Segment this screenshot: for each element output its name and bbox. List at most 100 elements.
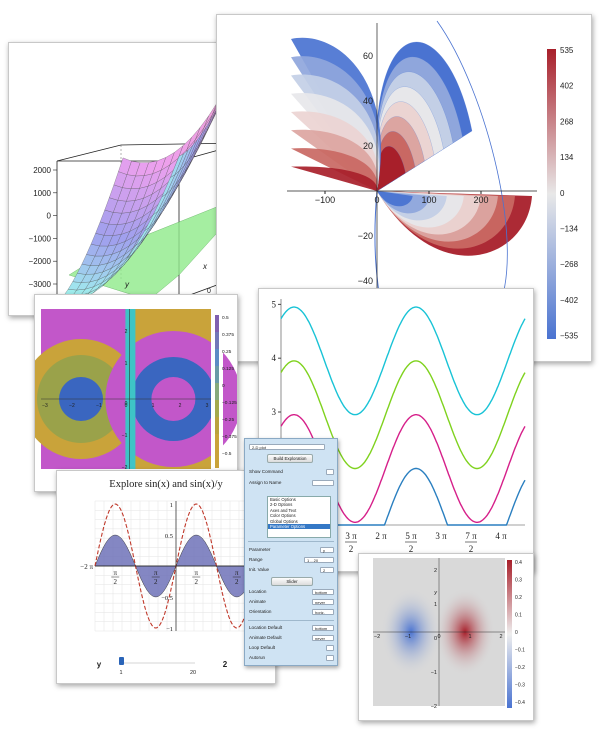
colorbar-label: −0.1 (515, 648, 525, 654)
orientation-select[interactable]: horiz. (312, 609, 334, 615)
x-tick-label: 7 π (465, 531, 477, 541)
y-tick-label: 1 (434, 602, 437, 608)
sine-series-line (280, 306, 526, 416)
location-select[interactable]: bottom (312, 589, 334, 595)
animate-default-select[interactable]: never (312, 635, 334, 641)
x-tick-label: 2 (409, 544, 414, 554)
x-tick-label: −3 (42, 403, 48, 409)
init-value-label: Init. Value (249, 567, 270, 572)
colorbar-label: 0 (515, 630, 518, 636)
colorbar-label: 0.125 (222, 366, 234, 372)
show-command-checkbox[interactable] (326, 469, 334, 475)
colorbar-label: −0.3 (515, 683, 525, 689)
x-tick-label: 100 (421, 195, 436, 205)
colorbar-label: 268 (560, 117, 574, 126)
y-tick-label: 5 (272, 299, 277, 309)
colorbar-cell (215, 417, 219, 434)
slider-button[interactable]: Slider (271, 577, 313, 586)
x-tick-label: π (235, 569, 239, 577)
sine-series-line (280, 360, 526, 470)
option-item[interactable]: Color Options (270, 513, 296, 519)
colorbar-label: −0.4 (515, 700, 525, 706)
divider (248, 541, 334, 542)
y-tick-label: −2 (122, 465, 128, 471)
y-tick-label: 2 (434, 568, 437, 574)
disc-contour-plot[interactable]: −3 −2 −1 0 1 2 3210−1−20.50.3750.250.1250−0.12… (35, 295, 237, 491)
option-item[interactable]: Global Options (270, 518, 298, 524)
z-tick-label: −3000 (29, 280, 52, 289)
exploration-panel: 2-D plot Build Exploration Show Command … (244, 438, 338, 666)
animate-default-label: Animate Default (249, 635, 282, 640)
option-item[interactable]: Axes and Text (270, 507, 297, 513)
colorbar-label: −0.5 (222, 451, 232, 457)
x-tick-label: π (154, 569, 158, 577)
show-command-label: Show Command (249, 469, 283, 474)
loop-default-checkbox[interactable] (326, 645, 334, 651)
option-item-selected[interactable]: Parameter Options (268, 523, 330, 530)
colorbar-cell (215, 400, 219, 417)
fan-contour-plot[interactable]: −100 0 100 200 80 60 40 20 −20 −40 535 402 268 134 0 −1… (217, 15, 591, 361)
y-tick-label: 1 (170, 502, 173, 509)
y-tick-label: 20 (363, 141, 373, 151)
x-tick-label: 2 (195, 578, 199, 586)
y-tick-label: −0.5 (161, 595, 173, 602)
animate-label: Animate (249, 599, 266, 604)
box-edge (56, 144, 122, 162)
build-exploration-button[interactable]: Build Exploration (267, 454, 313, 463)
option-item[interactable]: Basic Options (270, 497, 296, 502)
colorbar-label: −0.375 (222, 434, 237, 440)
x-tick-label: 3 π (345, 531, 357, 541)
location-default-label: Location Default (249, 625, 283, 630)
x-tick-label: 0 (374, 195, 379, 205)
assign-name-field[interactable] (312, 480, 334, 486)
x-tick-label: 2 (349, 544, 354, 554)
disc-contour-card: −3 −2 −1 0 1 2 3 2 1 0 −1 −2 0.5 0.375 0.25 0.125 0 −0.12… (34, 294, 238, 492)
x-tick-label: 2 (469, 544, 474, 554)
range-field[interactable]: 1 .. 20 (304, 557, 334, 563)
surface-plot[interactable]: 200010000−1000−2000−30001050−5−101050−5−… (9, 43, 279, 315)
option-item[interactable]: 2-D Options (270, 502, 293, 508)
parameter-select[interactable]: y (320, 547, 334, 553)
y-tick-label: 2 (125, 329, 128, 335)
y-tick-label: 3 (272, 407, 277, 417)
plot-type-select[interactable]: 2-D plot (249, 444, 325, 450)
y-tick-label: 0 (434, 636, 437, 642)
chart-title: Explore sin(x) and sin(x)/y (109, 479, 223, 490)
x-tick-label: 1 (468, 634, 471, 640)
colorbar-label: 0.1 (515, 613, 522, 619)
x-tick-label: 2 (235, 578, 239, 586)
z-tick-label: −1000 (29, 234, 52, 243)
x-tick-label: 4 π (495, 531, 507, 541)
range-label: Range (249, 557, 263, 562)
explore-card: Explore sin(x) and sin(x)/y 1 0.5 −0.5 −1 −2 … (56, 470, 276, 684)
y-tick-label: −40 (358, 276, 373, 286)
colorbar-cell (215, 349, 219, 366)
colorbar-cell (215, 451, 219, 468)
y-axis-label: y (124, 280, 130, 289)
explore-plot[interactable]: Explore sin(x) and sin(x)/y 1 0.5 −0.5 −1 −2 … (57, 471, 275, 683)
x-tick-label: 2 (154, 578, 158, 586)
x-tick-label: π (194, 569, 198, 577)
autorun-checkbox[interactable] (326, 655, 334, 661)
y-tick-label: −1 (431, 670, 437, 676)
slider-thumb[interactable] (119, 657, 124, 665)
location-default-select[interactable]: bottom (312, 625, 334, 631)
fan-band-upper (291, 166, 378, 191)
x-tick-label: 200 (473, 195, 488, 205)
x-tick-label: 2 (179, 403, 182, 409)
colorbar-label: −268 (560, 260, 579, 269)
y-tick-label: 1 (125, 361, 128, 367)
colorbar-label: 0.2 (515, 595, 522, 601)
animate-select[interactable]: never (312, 599, 334, 605)
z-tick-label: 1000 (33, 189, 51, 198)
init-value-field[interactable]: 2 (320, 567, 334, 573)
x-tick-label: 2 (499, 634, 502, 640)
dipole-heatmap[interactable]: −2 −1 0 1 2210−1−2y0.40.30.20.10−0.1−0.2−0.3… (359, 554, 533, 720)
divider (248, 620, 334, 621)
options-list[interactable]: Basic Options 2-D Options Axes and Text … (267, 496, 331, 538)
colorbar-cell (215, 434, 219, 451)
x-tick-label: −2 (374, 634, 380, 640)
colorbar-label: 0.375 (222, 332, 234, 338)
y-tick-label: 80 (363, 15, 373, 16)
slider-min-label: 1 (119, 670, 122, 676)
